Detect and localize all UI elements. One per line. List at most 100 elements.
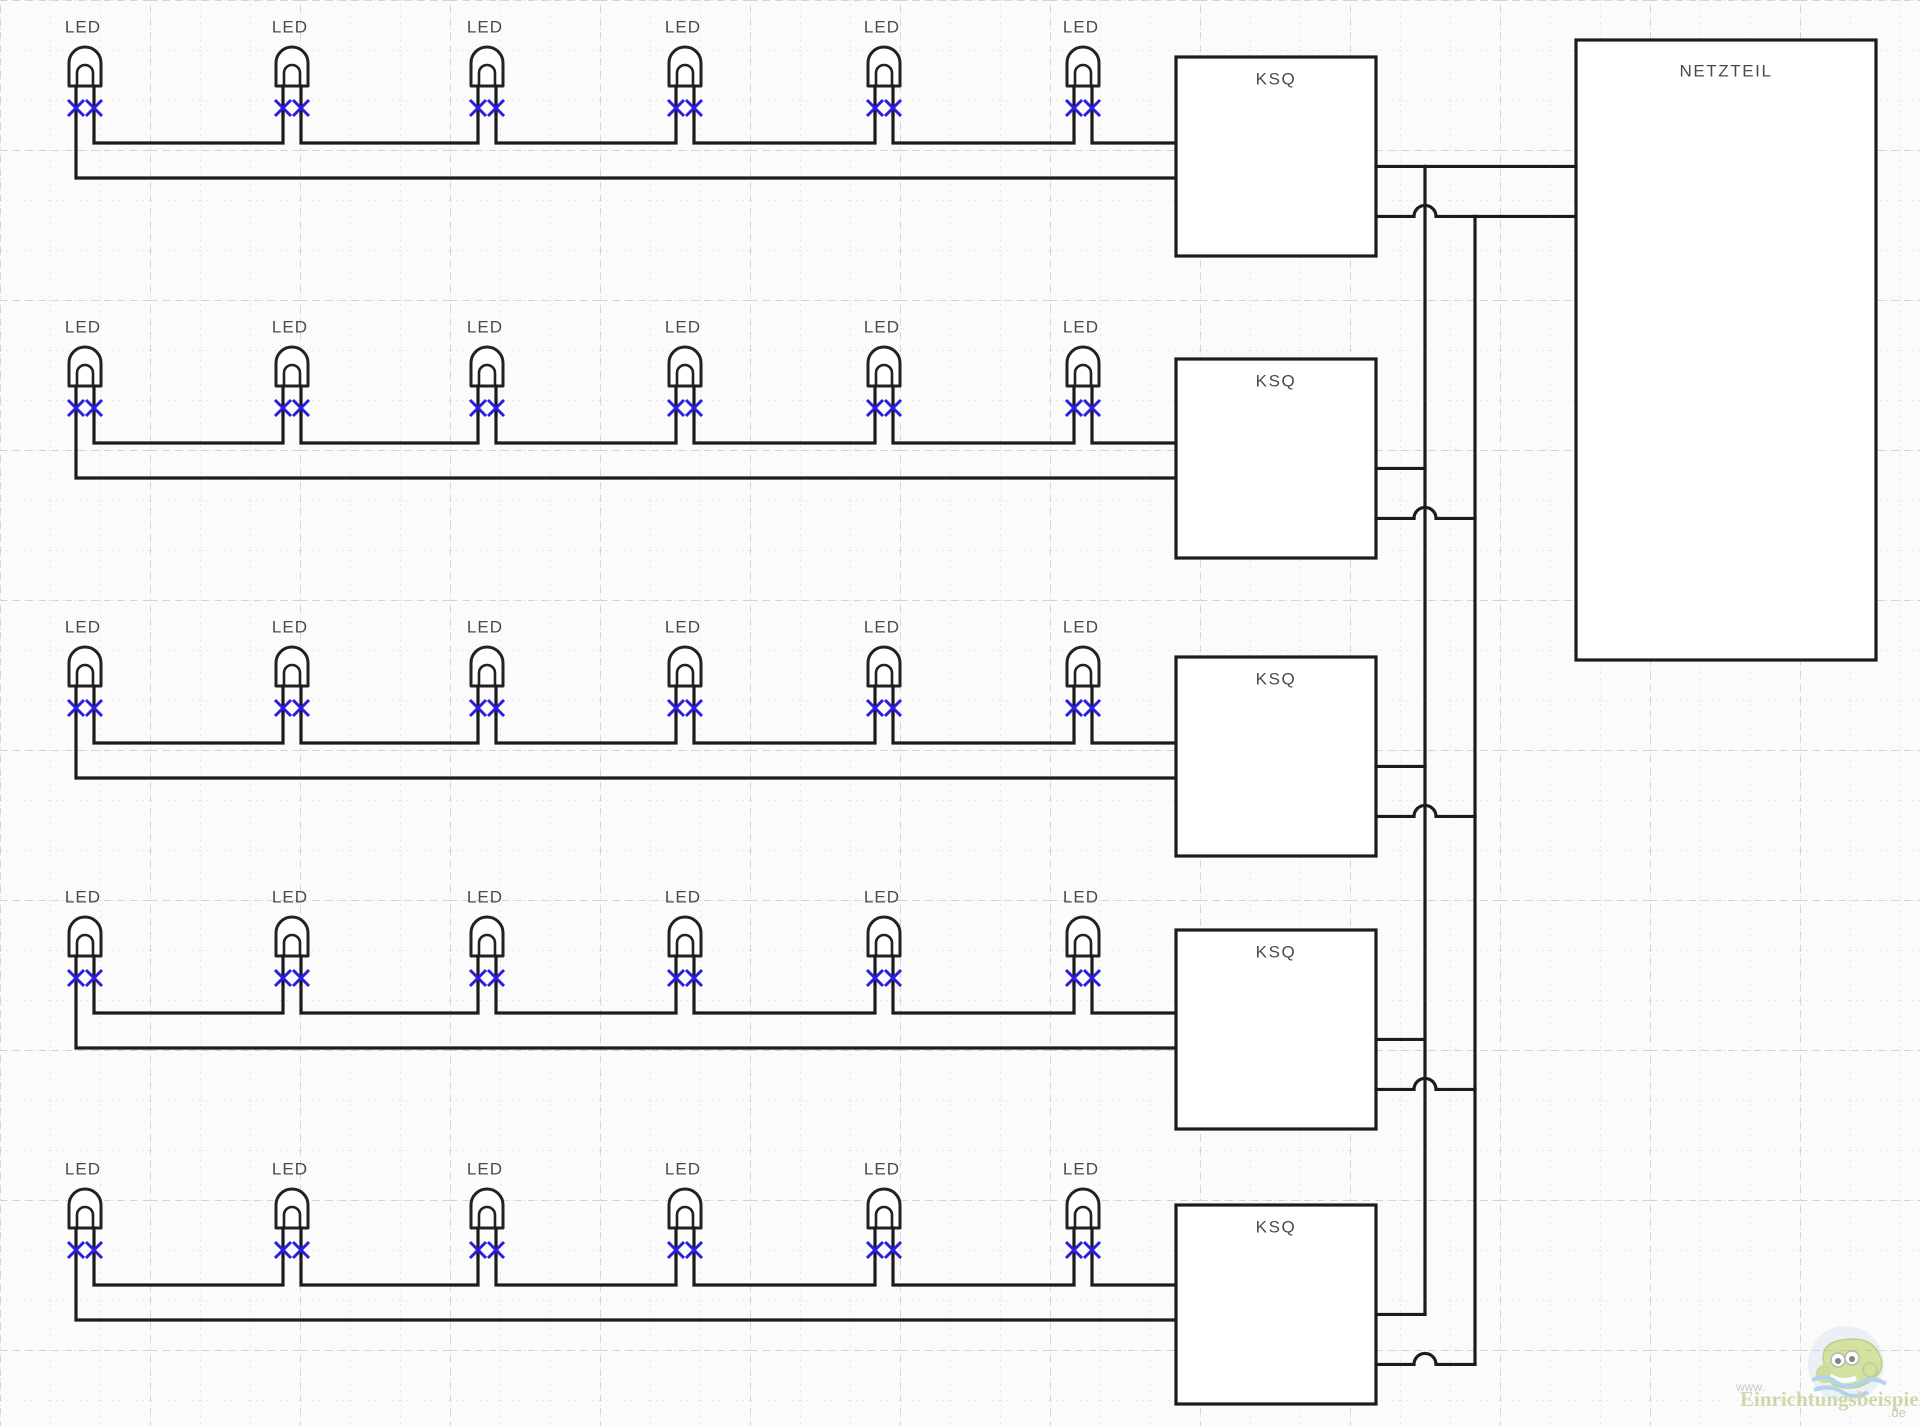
led-series-link — [891, 712, 1076, 745]
led-series-link — [299, 412, 480, 445]
led-die — [874, 933, 894, 956]
led-label: LED — [1063, 1159, 1099, 1178]
led-pin-marker — [468, 698, 488, 718]
led-label: LED — [864, 17, 900, 36]
led-symbol: LED — [65, 1159, 104, 1260]
ksq-box[interactable] — [1174, 928, 1378, 1131]
led-symbol: LED — [65, 317, 104, 418]
led-symbol: LED — [665, 317, 704, 418]
led-envelope — [1065, 345, 1101, 388]
led-die — [75, 1205, 95, 1228]
led-envelope — [274, 45, 310, 88]
led-die — [675, 663, 695, 686]
led-label: LED — [665, 887, 701, 906]
led-series-link — [692, 712, 877, 745]
led-symbol: LED — [864, 617, 903, 718]
led-pin-marker — [1082, 968, 1102, 988]
led-label: LED — [65, 887, 101, 906]
led-pin-marker — [865, 968, 885, 988]
led-label: LED — [665, 317, 701, 336]
ksq-box[interactable] — [1174, 1203, 1378, 1406]
led-symbol: LED — [864, 1159, 903, 1260]
led-symbol: LED — [65, 17, 104, 118]
led-symbol: LED — [467, 617, 506, 718]
led-pin-marker — [273, 968, 293, 988]
led-pin-marker — [666, 698, 686, 718]
led-series-link — [494, 112, 678, 145]
led-die — [282, 363, 302, 386]
led-pin-marker — [66, 1240, 86, 1260]
ksq-label: KSQ — [1256, 942, 1297, 961]
led-symbol: LED — [665, 617, 704, 718]
led-symbol: LED — [1063, 17, 1102, 118]
led-symbol: LED — [467, 1159, 506, 1260]
led-die — [282, 63, 302, 86]
ksq-input-lower — [74, 112, 1178, 180]
led-envelope — [274, 345, 310, 388]
led-symbol: LED — [665, 1159, 704, 1260]
led-die — [874, 1205, 894, 1228]
ksq-box[interactable] — [1174, 55, 1378, 258]
led-label: LED — [467, 887, 503, 906]
led-pin-marker — [468, 398, 488, 418]
led-pin-marker — [1082, 398, 1102, 418]
led-envelope — [67, 915, 103, 958]
led-series-link — [891, 982, 1076, 1015]
led-envelope — [274, 915, 310, 958]
netzteil-label: NETZTEIL — [1679, 61, 1772, 80]
led-label: LED — [272, 1159, 308, 1178]
led-pin-marker — [684, 968, 704, 988]
led-pin-marker — [291, 698, 311, 718]
led-series-link — [891, 112, 1076, 145]
led-series-link — [891, 1254, 1076, 1287]
ksq-box[interactable] — [1174, 655, 1378, 858]
led-pin-marker — [1064, 1240, 1084, 1260]
led-pin-marker — [1064, 398, 1084, 418]
led-envelope — [866, 645, 902, 688]
led-pin-marker — [66, 698, 86, 718]
led-envelope — [667, 915, 703, 958]
led-pin-marker — [84, 398, 104, 418]
led-symbol: LED — [665, 887, 704, 988]
led-symbol: LED — [864, 17, 903, 118]
led-pin-marker — [84, 968, 104, 988]
led-label: LED — [65, 17, 101, 36]
led-die — [874, 663, 894, 686]
led-pin-marker — [273, 698, 293, 718]
led-symbol: LED — [1063, 617, 1102, 718]
ksq-input-upper — [1090, 1254, 1178, 1287]
netzteil-box[interactable] — [1574, 38, 1878, 662]
led-envelope — [1065, 1187, 1101, 1230]
led-pin-marker — [468, 1240, 488, 1260]
led-pin-marker — [66, 968, 86, 988]
led-pin-marker — [865, 98, 885, 118]
led-pin-marker — [468, 968, 488, 988]
led-series-link — [92, 412, 285, 445]
led-envelope — [469, 45, 505, 88]
schematic-elements: LED LED LED LED LED LED KSQ LED LED LED LED LED LED K… — [65, 17, 1878, 1406]
led-symbol: LED — [467, 17, 506, 118]
led-die — [1073, 1205, 1093, 1228]
led-label: LED — [665, 617, 701, 636]
led-series-link — [299, 982, 480, 1015]
led-pin-marker — [291, 98, 311, 118]
led-pin-marker — [883, 398, 903, 418]
ksq-box[interactable] — [1174, 357, 1378, 560]
led-symbol: LED — [665, 17, 704, 118]
led-envelope — [1065, 645, 1101, 688]
led-pin-marker — [486, 968, 506, 988]
led-pin-marker — [84, 698, 104, 718]
led-pin-marker — [684, 398, 704, 418]
led-series-link — [92, 112, 285, 145]
led-pin-marker — [273, 398, 293, 418]
led-die — [675, 1205, 695, 1228]
led-envelope — [866, 1187, 902, 1230]
led-pin-marker — [1082, 98, 1102, 118]
led-series-link — [92, 712, 285, 745]
led-series-link — [692, 982, 877, 1015]
led-label: LED — [467, 1159, 503, 1178]
led-pin-marker — [273, 98, 293, 118]
led-label: LED — [864, 317, 900, 336]
led-label: LED — [65, 317, 101, 336]
led-series-link — [891, 412, 1076, 445]
